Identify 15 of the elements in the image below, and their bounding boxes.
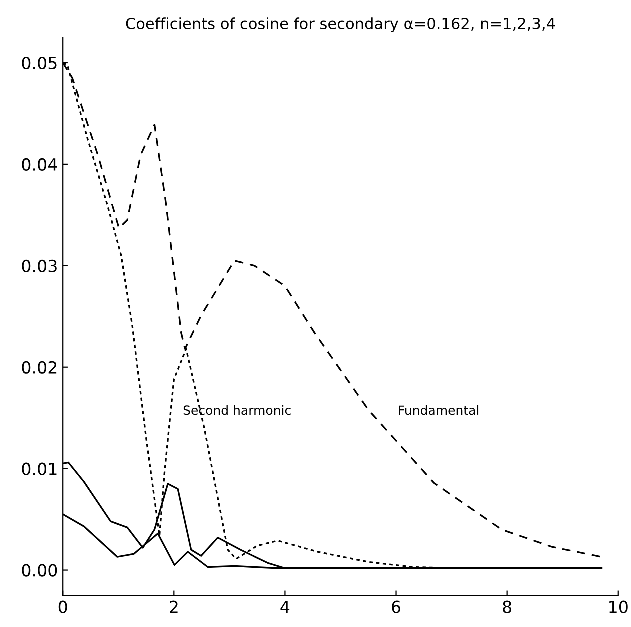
annotation: Second harmonic bbox=[184, 405, 291, 416]
x-tick-label: 8 bbox=[503, 600, 512, 614]
y-tick-label: 0.02 bbox=[22, 361, 57, 374]
x-tick-label: 6 bbox=[392, 600, 401, 614]
y-tick-label: 0.04 bbox=[22, 158, 58, 172]
x-tick-label: 2 bbox=[170, 600, 178, 614]
y-tick-label: 0.03 bbox=[22, 260, 57, 272]
x-tick-label: 4 bbox=[280, 601, 290, 614]
y-tick-label: 0.05 bbox=[22, 56, 57, 70]
x-tick-label: 10 bbox=[610, 600, 628, 614]
y-tick-label: 0.00 bbox=[22, 564, 58, 577]
chart-title: Coefficients of cosine for secondary α=0.162, n=1,2,3,4 bbox=[126, 18, 556, 32]
annotation: Fundamental bbox=[399, 405, 479, 416]
x-tick-label: 0 bbox=[58, 600, 68, 614]
y-tick-label: 0.01 bbox=[22, 462, 57, 476]
